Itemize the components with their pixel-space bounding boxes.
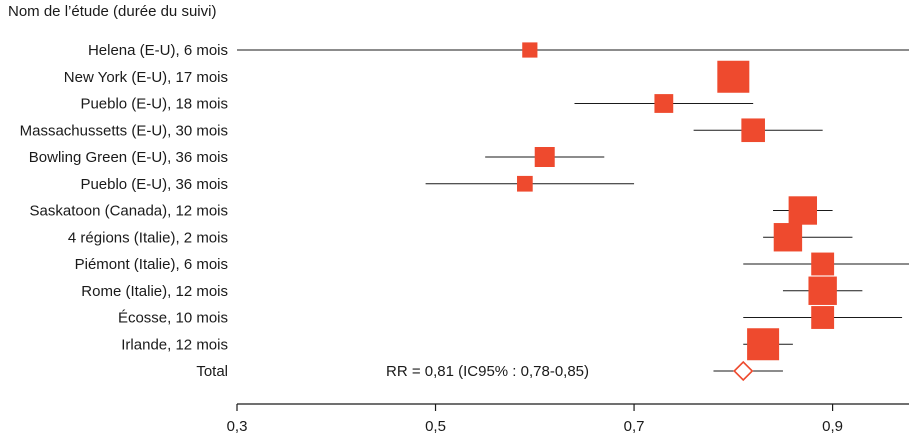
x-tick-label: 0,7 [624,418,645,435]
study-label: Bowling Green (E-U), 36 mois [29,149,228,166]
study-marker [517,175,533,192]
study-marker [534,147,555,167]
total-diamond [733,360,754,382]
study-label: Piémont (Italie), 6 mois [75,256,228,273]
total-label: Total [196,363,228,380]
study-marker [747,328,780,361]
study-label: New York (E-U), 17 mois [64,69,228,86]
x-tick-label: 0,3 [227,418,248,435]
study-marker [522,42,538,58]
column-header: Nom de l’étude (durée du suivi) [8,3,217,20]
study-marker [654,94,674,113]
study-marker [811,252,835,276]
total-annotation: RR = 0,81 (IC95% : 0,78-0,85) [386,363,589,380]
study-label: 4 régions (Italie), 2 mois [68,229,228,246]
study-label: Massachussetts (E-U), 30 mois [20,122,228,139]
study-label: Écosse, 10 mois [118,310,228,327]
study-marker [773,223,803,252]
study-marker [811,306,835,329]
study-marker [717,60,750,93]
study-label: Irlande, 12 mois [121,336,228,353]
study-label: Rome (Italie), 12 mois [81,283,228,300]
study-label: Saskatoon (Canada), 12 mois [30,203,228,220]
x-tick-label: 0,9 [822,418,843,435]
study-marker [808,276,837,305]
study-marker [788,196,818,225]
study-label: Pueblo (E-U), 36 mois [80,176,228,193]
study-label: Helena (E-U), 6 mois [88,42,228,59]
x-tick-label: 0,5 [425,418,446,435]
study-label: Pueblo (E-U), 18 mois [80,96,228,113]
study-marker [741,118,765,143]
